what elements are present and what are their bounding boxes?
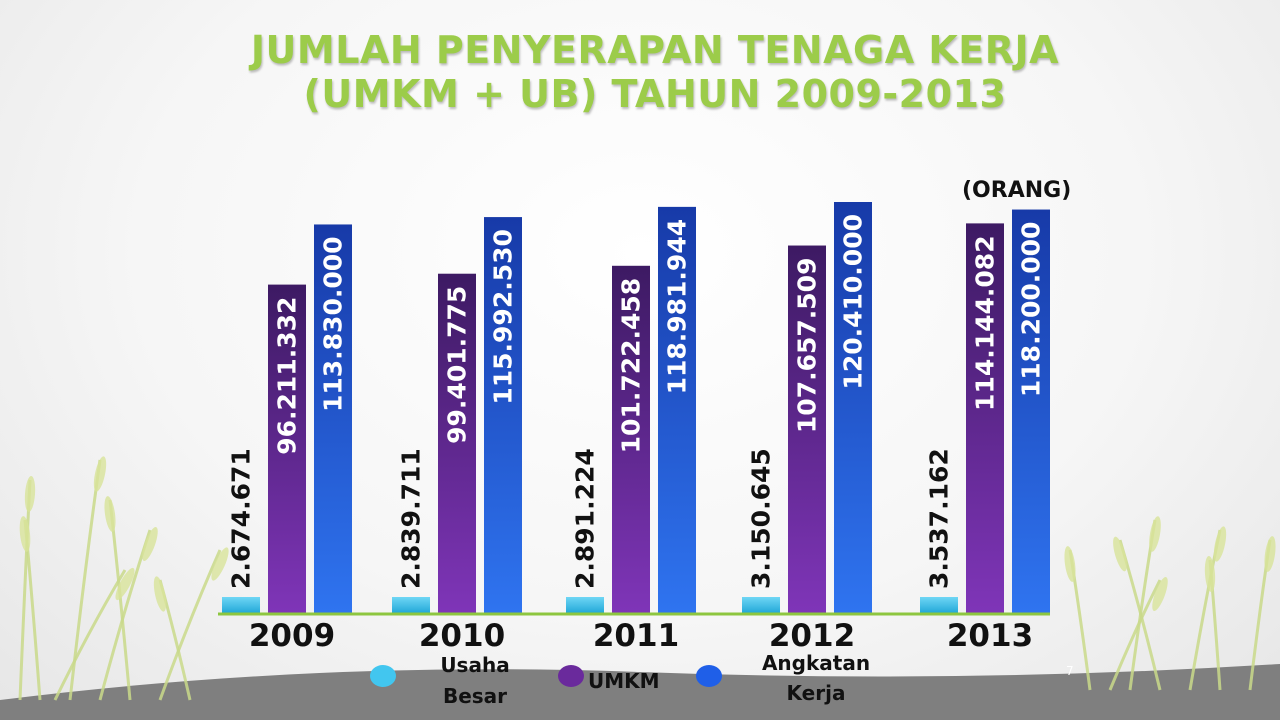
chart-title-line2: (UMKM + UB) TAHUN 2009-2013 [303, 72, 1007, 116]
x-tick-label-2012: 2012 [769, 618, 855, 654]
data-label-usaha-besar-2011: 2.891.224 [571, 448, 600, 589]
bar-angkatan-kerja-2011 [658, 206, 696, 613]
slide-number: 7 [1066, 664, 1074, 678]
chart-title-line1: JUMLAH PENYERAPAN TENAGA KERJA [250, 28, 1060, 72]
bar-umkm-2011 [612, 265, 650, 613]
legend-label-umkm: UMKM [588, 669, 660, 693]
grass-stalk-right-5-head [1204, 556, 1216, 592]
grass-stalk-right-1-head [1064, 546, 1076, 582]
data-label-angkatan-kerja-2011: 118.981.944 [663, 219, 692, 395]
data-label-angkatan-kerja-2012: 120.410.000 [839, 214, 868, 390]
grass-stalk-right-6-head [1264, 536, 1276, 572]
data-label-usaha-besar-2012: 3.150.645 [747, 448, 776, 589]
ground-strip [0, 664, 1280, 720]
bar-umkm-2012 [788, 245, 826, 613]
data-label-umkm-2012: 107.657.509 [793, 258, 822, 434]
data-label-angkatan-kerja-2013: 118.200.000 [1017, 222, 1046, 398]
grass-stalk-left-3-head [93, 456, 107, 492]
bar-usaha-besar-2012 [742, 597, 780, 613]
bar-angkatan-kerja-2013 [1012, 209, 1050, 614]
legend-swatch-usaha-besar [370, 665, 396, 687]
legend-label-usaha-besar: Usaha Besar [440, 653, 510, 708]
grass-stalk-left-6-head [211, 547, 229, 581]
grass-stalk-left-8-head [115, 567, 135, 601]
grass-stalk-left-4-head [142, 526, 158, 562]
data-label-usaha-besar-2010: 2.839.711 [397, 448, 426, 589]
data-label-umkm-2013: 114.144.082 [971, 235, 1000, 411]
grass-stalk-right-4-head [1213, 526, 1227, 562]
data-label-umkm-2009: 96.211.332 [273, 297, 302, 455]
x-tick-label-2009: 2009 [249, 618, 335, 654]
bar-umkm-2013 [966, 223, 1004, 613]
grass-stalk-left-2-head [19, 516, 31, 552]
data-label-usaha-besar-2009: 2.674.671 [227, 448, 256, 589]
grass-stalk-right-7 [1108, 579, 1162, 691]
data-label-umkm-2010: 99.401.775 [443, 286, 472, 444]
data-label-usaha-besar-2013: 3.537.162 [925, 448, 954, 589]
grass-stalk-right-7-head [1152, 576, 1168, 612]
x-tick-label-2010: 2010 [419, 618, 505, 654]
x-tick-label-2013: 2013 [947, 618, 1033, 654]
bar-angkatan-kerja-2009 [314, 224, 352, 613]
bar-usaha-besar-2013 [920, 597, 958, 613]
bar-usaha-besar-2010 [392, 597, 430, 613]
legend-swatch-umkm [558, 665, 584, 687]
x-tick-label-2011: 2011 [593, 618, 679, 654]
bar-umkm-2010 [438, 273, 476, 613]
legend-label-angkatan-kerja: Angkatan Kerja [761, 651, 871, 705]
bar-usaha-besar-2009 [222, 597, 260, 613]
bar-angkatan-kerja-2010 [484, 217, 522, 614]
data-label-angkatan-kerja-2010: 115.992.530 [489, 229, 518, 405]
data-label-umkm-2011: 101.722.458 [617, 278, 646, 454]
grass-stalk-left-7-head [153, 576, 167, 612]
data-label-angkatan-kerja-2009: 113.830.000 [319, 236, 348, 412]
grass-stalk-left-5-head [104, 496, 116, 532]
grass-stalk-left-6 [158, 549, 222, 701]
grass-decoration [0, 456, 1280, 720]
legend-swatch-angkatan-kerja [696, 665, 722, 687]
grass-stalk-right-3-head [1113, 536, 1127, 572]
grass-stalk-left-1 [18, 479, 32, 701]
grass-stalk-right-2-head [1149, 516, 1161, 552]
bar-usaha-besar-2011 [566, 597, 604, 613]
bar-umkm-2009 [268, 284, 306, 613]
grass-stalk-left-1-head [24, 476, 36, 512]
unit-label: (ORANG) [962, 178, 1072, 203]
grass-stalk-left-8 [53, 569, 127, 701]
bar-angkatan-kerja-2012 [834, 202, 872, 613]
